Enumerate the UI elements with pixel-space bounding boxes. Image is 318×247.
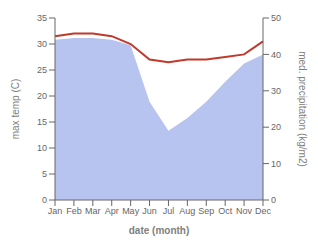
svg-text:Aug: Aug <box>179 206 195 216</box>
svg-text:med. precipitation (kg/m2): med. precipitation (kg/m2) <box>297 51 308 167</box>
svg-text:Jan: Jan <box>48 206 63 216</box>
svg-text:0: 0 <box>271 195 276 205</box>
svg-text:Apr: Apr <box>105 206 119 216</box>
svg-text:Oct: Oct <box>218 206 233 216</box>
svg-text:5: 5 <box>42 169 47 179</box>
svg-text:Feb: Feb <box>66 206 82 216</box>
svg-text:30: 30 <box>37 39 47 49</box>
svg-text:40: 40 <box>271 50 281 60</box>
svg-text:30: 30 <box>271 86 281 96</box>
svg-text:0: 0 <box>42 195 47 205</box>
svg-text:35: 35 <box>37 13 47 23</box>
svg-text:Nov: Nov <box>236 206 253 216</box>
svg-text:Dec: Dec <box>255 206 272 216</box>
svg-text:50: 50 <box>271 13 281 23</box>
svg-text:15: 15 <box>37 117 47 127</box>
svg-text:Jul: Jul <box>163 206 175 216</box>
svg-text:max temp (C): max temp (C) <box>10 79 21 140</box>
svg-text:Sep: Sep <box>198 206 214 216</box>
svg-text:10: 10 <box>37 143 47 153</box>
svg-text:25: 25 <box>37 65 47 75</box>
svg-text:20: 20 <box>37 91 47 101</box>
svg-text:Mar: Mar <box>85 206 101 216</box>
svg-text:Jun: Jun <box>142 206 157 216</box>
svg-text:date (month): date (month) <box>129 225 190 236</box>
svg-text:20: 20 <box>271 122 281 132</box>
svg-text:May: May <box>122 206 140 216</box>
svg-text:10: 10 <box>271 159 281 169</box>
